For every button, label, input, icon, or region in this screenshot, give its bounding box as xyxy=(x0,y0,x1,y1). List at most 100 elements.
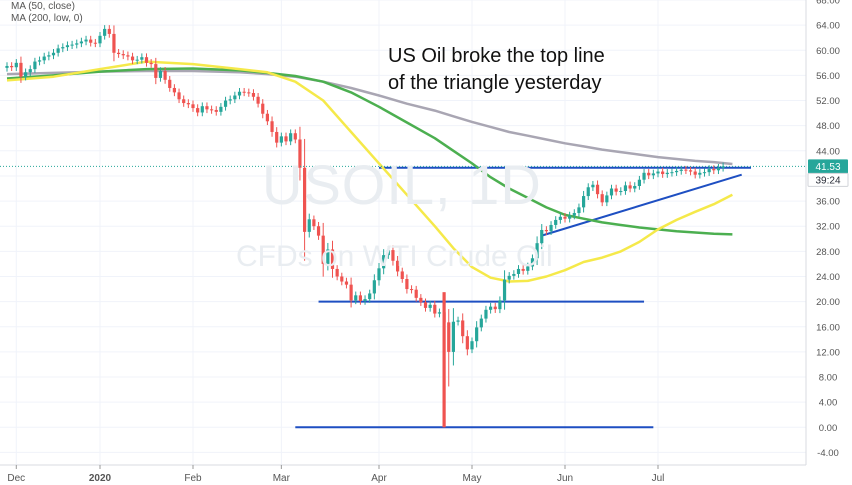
candle-body xyxy=(289,133,293,142)
candle-body xyxy=(182,99,186,104)
y-tick-label: 56.00 xyxy=(816,71,840,82)
candle-body xyxy=(433,304,437,314)
candle-body xyxy=(586,187,590,197)
candle-body xyxy=(544,229,548,232)
candle-body xyxy=(79,41,83,44)
candle-body xyxy=(14,62,18,68)
candle-body xyxy=(409,289,414,291)
candle-body xyxy=(675,170,679,173)
candle-body xyxy=(261,103,265,114)
legend-ma-200[interactable]: MA (200, low, 0) xyxy=(11,13,83,24)
annotation-line-1: US Oil broke the top line xyxy=(388,45,605,67)
candle-body xyxy=(19,62,23,77)
candle-body xyxy=(405,279,409,290)
time-axis[interactable]: Dec 2020 Feb Mar Apr May Jun Jul xyxy=(7,465,664,484)
candle-body xyxy=(210,109,214,111)
candle-body xyxy=(298,139,302,168)
candle-body xyxy=(605,195,609,203)
triangle-bottom-line xyxy=(541,173,742,237)
candle-body xyxy=(265,113,269,122)
candle-body xyxy=(558,216,562,220)
candle-body xyxy=(70,44,74,46)
candle-body xyxy=(251,93,256,97)
grid xyxy=(0,0,806,465)
candle-body xyxy=(721,166,725,168)
candle-body xyxy=(28,69,32,73)
candle-body xyxy=(163,71,167,80)
candle-body xyxy=(117,52,121,55)
candle-body xyxy=(642,172,646,180)
y-tick-label: 12.00 xyxy=(816,347,840,358)
candle-body xyxy=(275,131,279,143)
candle-body xyxy=(284,136,288,142)
candle-body xyxy=(126,55,130,57)
candle-body xyxy=(461,320,465,337)
candle-body xyxy=(233,95,237,100)
candle-body xyxy=(154,64,158,78)
candle-body xyxy=(484,309,488,319)
candle-body xyxy=(512,273,516,276)
candle-body xyxy=(5,65,9,68)
candle-body xyxy=(372,280,376,294)
candle-body xyxy=(279,136,283,143)
candle-body xyxy=(349,284,353,301)
candle-body xyxy=(591,184,595,188)
candle-body xyxy=(107,28,111,34)
y-tick-label: 24.00 xyxy=(816,272,840,283)
candle-body xyxy=(312,219,316,227)
candle-body xyxy=(144,57,149,63)
candle-body xyxy=(628,185,632,189)
last-price-text: 41.53 xyxy=(815,162,840,173)
countdown-text: 39:24 xyxy=(815,175,840,186)
candle-body xyxy=(368,293,372,300)
annotation-text: US Oil broke the top line of the triangl… xyxy=(388,43,605,97)
candle-body xyxy=(377,268,381,281)
candle-body xyxy=(530,258,535,267)
candle-body xyxy=(33,61,37,70)
candle-body xyxy=(56,48,60,53)
candle-body xyxy=(191,104,195,109)
candle-body xyxy=(526,266,530,271)
candle-body xyxy=(93,42,97,44)
candle-body xyxy=(205,106,209,110)
candle-body xyxy=(47,55,51,57)
candle-body xyxy=(493,306,497,310)
candle-body xyxy=(84,39,88,42)
candle-body xyxy=(693,171,697,175)
candle-body xyxy=(712,169,716,171)
candle-body xyxy=(516,268,521,274)
candle-body xyxy=(65,45,70,48)
candle-body xyxy=(61,47,65,49)
candle-body xyxy=(423,302,428,308)
candle-body xyxy=(540,229,544,244)
candle-body xyxy=(140,57,144,60)
candle-body xyxy=(168,79,172,88)
candle-body xyxy=(489,306,493,310)
candle-body xyxy=(303,167,307,232)
ma-200-line xyxy=(6,67,733,236)
y-tick-label: -4.00 xyxy=(817,448,839,459)
legend-ma-50[interactable]: MA (50, close) xyxy=(11,1,75,12)
candle-body xyxy=(600,194,604,203)
candle-body xyxy=(702,172,707,174)
candle-body xyxy=(391,250,395,261)
candle-body xyxy=(135,59,139,61)
candle-body xyxy=(340,276,344,282)
watermark-symbol: USOIL, 1D xyxy=(262,153,542,216)
candle-body xyxy=(707,169,711,173)
candle-body xyxy=(344,281,349,285)
candle-body xyxy=(637,179,641,186)
candle-body xyxy=(428,304,432,308)
candle-body xyxy=(37,60,42,62)
y-tick-label: 4.00 xyxy=(819,398,838,409)
candle-body xyxy=(363,299,367,301)
candle-body xyxy=(479,318,483,328)
candle-body xyxy=(196,108,200,113)
candle-body xyxy=(89,39,93,43)
candle-body xyxy=(214,109,218,112)
countdown-tag xyxy=(807,172,849,187)
candle-body xyxy=(112,33,116,53)
candle-body xyxy=(572,213,576,216)
y-tick-label: 64.00 xyxy=(816,21,840,32)
